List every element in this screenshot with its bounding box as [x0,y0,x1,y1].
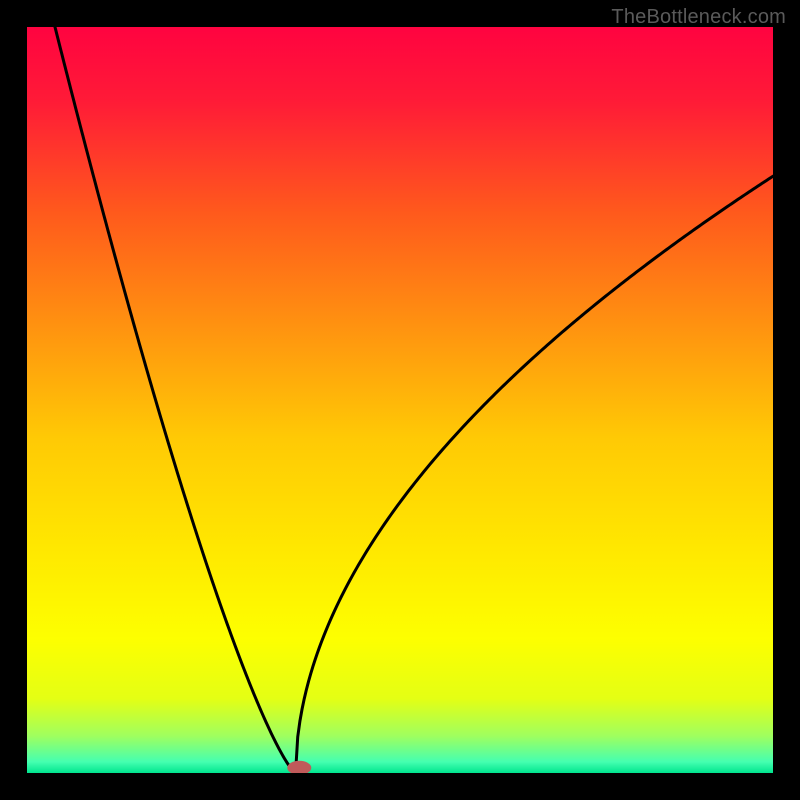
attribution-label: TheBottleneck.com [611,6,786,29]
chart-container: TheBottleneck.com [0,0,800,800]
bottleneck-curve-chart [0,0,800,800]
